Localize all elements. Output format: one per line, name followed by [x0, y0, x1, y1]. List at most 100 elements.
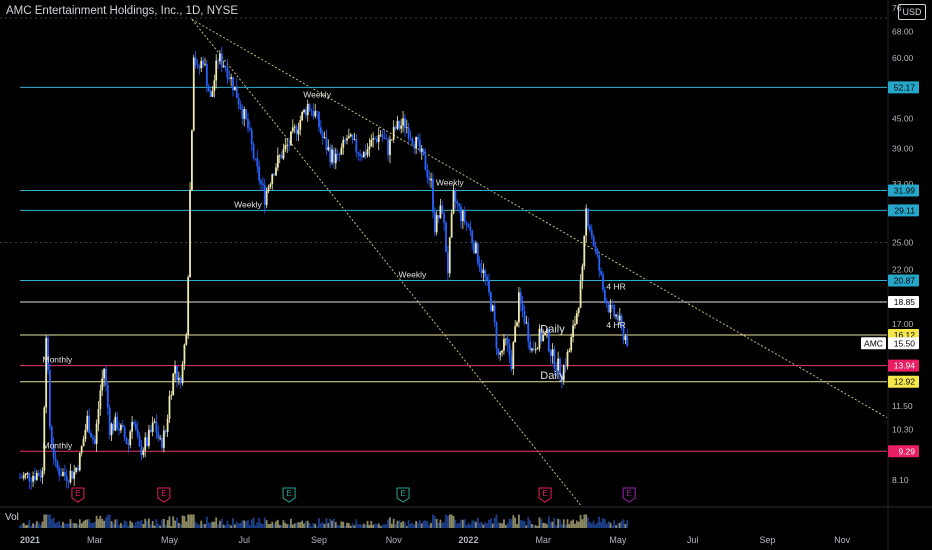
x-tick-label: Sep — [759, 535, 775, 545]
volume-bar — [527, 517, 530, 528]
volume-bar — [63, 523, 66, 528]
volume-bar — [568, 523, 571, 528]
candle-body — [587, 208, 589, 227]
candle-body — [45, 337, 48, 408]
candle-body — [213, 80, 216, 91]
candle-body — [402, 118, 404, 126]
candle-body — [192, 57, 195, 131]
volume-bar — [24, 525, 27, 528]
candle-body — [181, 364, 184, 384]
candle-body — [131, 422, 134, 432]
candle-body — [250, 129, 253, 144]
volume-bar — [579, 514, 582, 528]
volume-bar — [366, 520, 369, 528]
candle-body — [389, 139, 391, 155]
candle-body — [168, 395, 171, 419]
candle-body — [86, 415, 89, 430]
x-tick-label: Nov — [834, 535, 851, 545]
price-badge-label: 15.50 — [894, 338, 916, 348]
candle-body — [375, 138, 378, 142]
x-tick-label: Nov — [386, 535, 403, 545]
candle-body — [228, 78, 231, 80]
volume-bar — [200, 520, 203, 528]
volume-bar — [525, 525, 528, 528]
volume-bar — [288, 524, 290, 528]
candle-body — [39, 475, 42, 478]
volume-bar — [549, 521, 552, 528]
volume-bar — [112, 523, 115, 528]
y-tick-label: 11.50 — [892, 401, 913, 411]
annotation-label: Monthly — [42, 440, 73, 450]
candle-body — [282, 149, 285, 159]
candle-body — [557, 358, 560, 371]
volume-bar — [172, 516, 175, 528]
volume-bar — [48, 514, 51, 528]
volume-bar — [531, 524, 533, 528]
candle-body — [271, 174, 274, 184]
volume-bar — [140, 519, 143, 528]
volume-bar — [564, 524, 567, 528]
volume-bar — [448, 514, 451, 528]
candle-body — [37, 472, 40, 476]
candle-body — [523, 311, 526, 324]
volume-bar — [557, 518, 560, 528]
volume-bar — [28, 520, 31, 528]
candle-body — [303, 109, 305, 113]
volume-bar — [314, 523, 317, 528]
volume-bar — [523, 521, 526, 528]
candle-body — [67, 480, 70, 483]
candle-body — [97, 409, 100, 424]
candle-body — [456, 201, 459, 204]
volume-bar — [396, 520, 399, 528]
candle-body — [84, 429, 87, 440]
candle-body — [547, 328, 550, 352]
candle-body — [390, 139, 393, 141]
candle-body — [566, 351, 569, 367]
volume-bar — [491, 523, 494, 528]
volume-bar — [529, 520, 532, 528]
volume-bar — [489, 518, 492, 528]
candle-body — [103, 368, 105, 379]
volume-bar — [452, 515, 455, 528]
volume-bar — [405, 526, 408, 528]
volume-bar — [176, 517, 178, 528]
candle-body — [538, 328, 541, 349]
candle-body — [177, 377, 180, 380]
candle-body — [575, 313, 578, 324]
volume-bar — [390, 523, 393, 528]
volume-bar — [67, 523, 70, 528]
candle-body — [357, 152, 360, 154]
candle-body — [613, 305, 616, 317]
candle-body — [374, 138, 376, 140]
candle-body — [82, 439, 85, 447]
candle-body — [202, 60, 205, 65]
volume-bar — [435, 518, 438, 528]
candle-body — [185, 334, 188, 345]
candle-body — [465, 222, 468, 224]
candle-body — [306, 103, 309, 116]
currency-button[interactable]: USD — [898, 4, 926, 20]
volume-bar — [454, 519, 457, 528]
candle-body — [297, 129, 300, 135]
candle-body — [454, 190, 457, 202]
candle-body — [248, 128, 251, 130]
candle-body — [589, 226, 591, 231]
candles — [19, 46, 629, 490]
candle-body — [34, 475, 36, 480]
candle-body — [333, 149, 335, 164]
volume-bar — [71, 523, 74, 528]
volume-bar — [469, 524, 472, 528]
volume-bar — [351, 523, 354, 528]
volume-bar — [164, 524, 167, 528]
volume-bar — [280, 524, 283, 528]
volume-bar — [325, 518, 328, 528]
y-tick-label: 25.00 — [892, 237, 914, 247]
x-tick-label: Mar — [535, 535, 551, 545]
candle-body — [542, 334, 545, 341]
candle-body — [280, 155, 283, 159]
candle-body — [503, 339, 505, 351]
volume-bar — [450, 514, 453, 528]
volume-bar — [446, 515, 449, 528]
candle-body — [370, 139, 373, 147]
